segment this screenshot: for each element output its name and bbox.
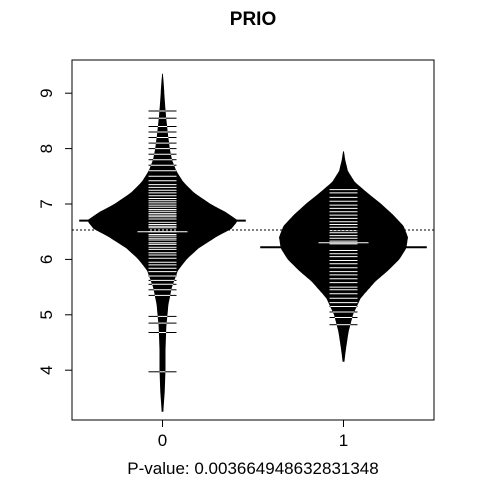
y-tick-label: 4 xyxy=(37,365,56,374)
bean-0 xyxy=(79,73,246,412)
y-tick-label: 9 xyxy=(37,88,56,97)
y-tick-label: 7 xyxy=(37,199,56,208)
y-tick-label: 8 xyxy=(37,144,56,153)
y-tick-label: 6 xyxy=(37,255,56,264)
x-axis-label: P-value: 0.003664948632831348 xyxy=(127,459,378,478)
x-tick-label: 1 xyxy=(339,431,348,450)
plot-frame xyxy=(71,59,435,421)
y-axis: 4 5 6 7 8 9 xyxy=(37,88,72,375)
bean-1 xyxy=(260,151,427,362)
x-tick-label: 0 xyxy=(158,431,167,450)
chart-title: PRIO xyxy=(230,9,276,30)
bean-group xyxy=(79,73,427,412)
y-tick-label: 5 xyxy=(37,310,56,319)
